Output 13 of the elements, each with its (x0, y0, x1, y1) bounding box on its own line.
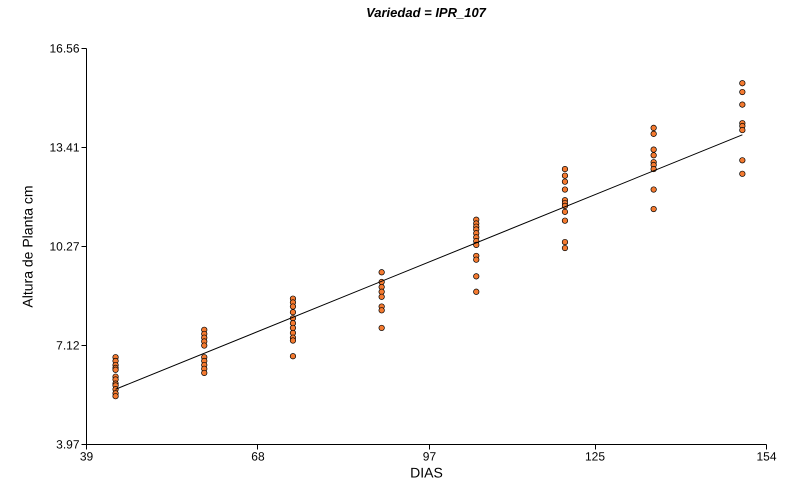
x-tick-label: 125 (585, 450, 606, 464)
y-tick-label: 13.41 (49, 140, 80, 155)
y-tick-label: 16.56 (49, 42, 80, 56)
y-tick-label: 7.12 (56, 338, 80, 352)
x-axis-title: DIAS (410, 464, 443, 480)
y-axis-title: Altura de Planta cm (19, 185, 36, 308)
x-tick-label: 68 (251, 450, 265, 464)
y-tick-label: 10.27 (49, 239, 80, 254)
x-tick-label: 97 (422, 450, 436, 464)
y-tick-label: 3.97 (56, 438, 80, 452)
chart-title: Variedad = IPR_107 (366, 5, 487, 20)
x-tick-label: 154 (756, 450, 777, 464)
x-tick-label: 39 (80, 450, 94, 464)
